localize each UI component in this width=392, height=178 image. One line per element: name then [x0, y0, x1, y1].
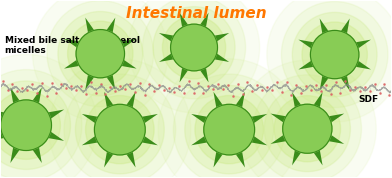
- Ellipse shape: [162, 16, 226, 79]
- Polygon shape: [270, 133, 289, 144]
- Ellipse shape: [0, 91, 60, 159]
- Polygon shape: [214, 92, 224, 111]
- Ellipse shape: [85, 95, 154, 164]
- Ellipse shape: [171, 24, 218, 71]
- Ellipse shape: [158, 59, 300, 178]
- Ellipse shape: [195, 95, 263, 164]
- Polygon shape: [198, 65, 209, 82]
- Ellipse shape: [49, 59, 191, 178]
- Polygon shape: [104, 149, 115, 167]
- Ellipse shape: [173, 74, 285, 178]
- Ellipse shape: [302, 22, 367, 87]
- Polygon shape: [326, 114, 344, 124]
- Ellipse shape: [0, 70, 82, 178]
- Polygon shape: [249, 114, 267, 125]
- Text: Mixed bile salt-cholesterol
micelles: Mixed bile salt-cholesterol micelles: [5, 36, 140, 55]
- Polygon shape: [198, 13, 209, 30]
- Ellipse shape: [281, 1, 388, 108]
- Polygon shape: [139, 134, 158, 145]
- Ellipse shape: [75, 85, 164, 174]
- Ellipse shape: [0, 54, 97, 178]
- Ellipse shape: [204, 104, 254, 155]
- Polygon shape: [326, 133, 344, 144]
- Polygon shape: [31, 87, 42, 106]
- Polygon shape: [85, 18, 96, 35]
- Polygon shape: [139, 114, 158, 125]
- Ellipse shape: [129, 0, 260, 113]
- Ellipse shape: [67, 21, 133, 86]
- Polygon shape: [82, 134, 101, 145]
- Ellipse shape: [283, 104, 332, 153]
- Ellipse shape: [142, 0, 246, 99]
- Ellipse shape: [76, 30, 125, 78]
- Polygon shape: [339, 73, 350, 91]
- Ellipse shape: [64, 74, 176, 178]
- Ellipse shape: [264, 86, 350, 172]
- Polygon shape: [353, 59, 371, 70]
- Ellipse shape: [1, 100, 51, 150]
- Polygon shape: [249, 134, 267, 145]
- Ellipse shape: [33, 0, 168, 121]
- Polygon shape: [319, 73, 330, 91]
- Polygon shape: [31, 144, 42, 163]
- Polygon shape: [191, 134, 210, 145]
- Polygon shape: [119, 39, 136, 49]
- Polygon shape: [0, 130, 7, 141]
- Polygon shape: [292, 147, 303, 165]
- Ellipse shape: [310, 30, 359, 79]
- Polygon shape: [125, 149, 136, 167]
- Polygon shape: [191, 114, 210, 125]
- Polygon shape: [10, 144, 21, 163]
- Ellipse shape: [58, 11, 143, 96]
- Polygon shape: [119, 58, 136, 69]
- Polygon shape: [82, 114, 101, 125]
- Polygon shape: [159, 33, 176, 43]
- Ellipse shape: [292, 12, 377, 97]
- Polygon shape: [212, 33, 229, 43]
- Ellipse shape: [185, 85, 274, 174]
- Polygon shape: [353, 40, 371, 50]
- Polygon shape: [125, 92, 136, 111]
- Polygon shape: [105, 18, 115, 35]
- Polygon shape: [105, 72, 115, 90]
- Polygon shape: [64, 39, 82, 49]
- Polygon shape: [298, 59, 316, 70]
- Text: SDF: SDF: [358, 95, 378, 104]
- Polygon shape: [159, 52, 176, 62]
- Polygon shape: [214, 149, 224, 167]
- Polygon shape: [234, 92, 245, 111]
- Ellipse shape: [267, 0, 392, 122]
- Polygon shape: [270, 114, 289, 124]
- Polygon shape: [104, 92, 115, 111]
- Polygon shape: [339, 19, 350, 36]
- Ellipse shape: [153, 7, 235, 88]
- Polygon shape: [212, 52, 229, 62]
- Polygon shape: [45, 109, 64, 120]
- Polygon shape: [319, 19, 330, 36]
- Polygon shape: [0, 109, 7, 120]
- Polygon shape: [180, 13, 190, 30]
- Text: Intestinal lumen: Intestinal lumen: [126, 6, 266, 21]
- Polygon shape: [64, 58, 82, 69]
- Polygon shape: [234, 149, 245, 167]
- Ellipse shape: [0, 81, 71, 169]
- Polygon shape: [312, 92, 323, 110]
- Ellipse shape: [47, 1, 154, 107]
- Polygon shape: [45, 130, 64, 141]
- Ellipse shape: [238, 60, 376, 178]
- Polygon shape: [180, 65, 190, 82]
- Polygon shape: [298, 40, 316, 50]
- Ellipse shape: [94, 104, 145, 155]
- Polygon shape: [312, 147, 323, 165]
- Polygon shape: [10, 87, 21, 106]
- Ellipse shape: [274, 96, 341, 162]
- Polygon shape: [85, 72, 96, 90]
- Ellipse shape: [253, 75, 361, 178]
- Polygon shape: [292, 92, 303, 110]
